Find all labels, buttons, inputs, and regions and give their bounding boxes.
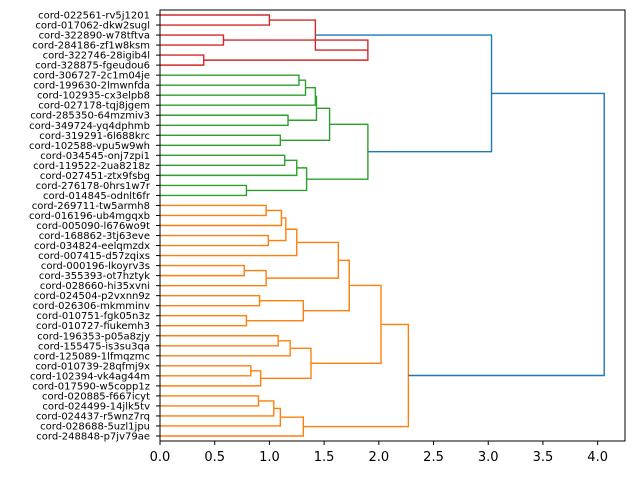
dendrogram-link-r-a [160, 14, 271, 26]
dendrogram-link-r-c [160, 54, 205, 66]
leaf-label: cord-196353-p05a8zjy [37, 331, 150, 342]
dendrogram-link-o-7 [160, 269, 267, 287]
dendrogram-link-o-2 [160, 209, 283, 227]
leaf-label: cord-014845-odnlt6fr [43, 191, 151, 202]
leaf-label: cord-024437-r5wnz7rq [36, 411, 150, 422]
x-tick-label: 1.0 [259, 450, 280, 465]
leaf-label: cord-285350-64mzmiv3 [30, 111, 150, 122]
dendrogram-link-b-top [408, 92, 605, 377]
dendrogram-link-o-16 [160, 370, 262, 387]
dendrogram-link-g-8 [160, 154, 286, 167]
leaf-label: cord-269711-tw5armh8 [32, 201, 150, 212]
dendrogram-link-g-6 [160, 134, 282, 147]
leaf-label: cord-017062-dkw2sugl [35, 21, 150, 32]
leaf-label: cord-155475-is3su3qa [38, 341, 150, 352]
leaf-label: cord-102935-cx3elpb8 [37, 91, 150, 102]
leaf-label: cord-319291-6l688krc [39, 131, 150, 142]
dendrogram-link-g-11 [246, 167, 308, 192]
dendrogram-link-g-1 [160, 74, 300, 86]
dendrogram-link-o-6 [160, 264, 245, 277]
leaf-label: cord-007415-d57zqixs [38, 251, 150, 262]
x-tick-label: 2.5 [423, 450, 444, 465]
dendrogram-link-o-20 [160, 400, 275, 417]
dendrogram-link-o-8 [266, 241, 340, 279]
x-tick-label: 4.0 [587, 450, 608, 465]
dendrogram-link-o-10 [160, 315, 248, 327]
dendrogram-link-o-15 [160, 365, 252, 377]
leaf-label: cord-010739-28qfmj9x [35, 361, 150, 372]
dendrogram-link-g-9 [160, 159, 298, 177]
dendrogram-link-o-1 [160, 204, 267, 217]
leaf-label: cord-284186-zf1w8ksm [32, 41, 150, 52]
leaf-label: cord-000196-lkoyrv3s [41, 261, 150, 272]
leaf-label: cord-016196-ub4mgqxb [29, 211, 150, 222]
leaf-label: cord-024499-14jlk5tv [42, 401, 150, 412]
leaf-label: cord-005090-l676wo9t [36, 221, 150, 232]
leaf-label: cord-010751-fgk05n3z [36, 311, 150, 322]
dendrogram-link-o-19 [160, 395, 260, 407]
dendrogram-link-o-12 [303, 259, 350, 312]
x-tick-label: 3.5 [533, 450, 554, 465]
leaf-label: cord-102588-vpu5w9wh [29, 141, 150, 152]
x-axis: 0.0 0.5 1.0 1.5 2.0 2.5 3.0 3.5 4.0 [150, 441, 608, 465]
dendrogram-link-o-22 [160, 416, 305, 437]
leaf-label: cord-034824-eelqmzdx [34, 241, 150, 252]
x-tick-label: 0.5 [204, 450, 225, 465]
dendrogram-link-o-4 [268, 217, 287, 242]
dendrogram-link-o-11 [246, 299, 305, 322]
leaf-label: cord-306727-2c1m04je [33, 71, 150, 82]
leaf-label: cord-027451-ztx9fsbg [40, 171, 150, 182]
dendrogram-link-o-9 [160, 294, 261, 307]
dendrogram-link-o-18 [310, 284, 382, 365]
leaf-label: cord-028688-5uzl1jpu [40, 421, 150, 432]
leaf-label: cord-010727-fiukemh3 [36, 321, 150, 332]
leaf-label: cord-322890-w78tftva [39, 31, 150, 42]
leaf-label: cord-024504-p2vxnn9z [34, 291, 150, 302]
leaf-label: cord-034545-onj7zpi1 [40, 151, 150, 162]
leaf-label: cord-026306-mkmminv [33, 301, 150, 312]
leaf-label: cord-199630-2lmwnfda [33, 81, 150, 92]
dendrogram-link-o-3 [160, 234, 270, 247]
leaf-label: cord-248848-p7jv79ae [36, 431, 150, 442]
leaf-label: cord-349724-yq4dphmb [29, 121, 150, 132]
dendrogram-link-g-top [306, 123, 369, 180]
dendrogram-link-o-17 [260, 347, 312, 380]
leaf-label: cord-125089-1lfmqzmc [33, 351, 150, 362]
leaf-label: cord-355393-ot7hztyk [39, 271, 150, 282]
x-tick-label: 3.0 [478, 450, 499, 465]
leaf-label: cord-028660-hi35xvni [40, 281, 150, 292]
dendrogram-link-o-top [303, 323, 410, 428]
dendrogram-link-o-21 [160, 407, 282, 427]
dendrogram-link-g-2 [160, 79, 307, 96]
dendrogram-link-o-14 [160, 340, 291, 357]
leaf-label: cord-276178-0hrs1w7r [36, 181, 151, 192]
leaf-label: cord-102394-vk4ag44m [30, 371, 150, 382]
dendrogram-link-g-7 [280, 107, 331, 142]
leaf-label: cord-168862-3tj63eve [39, 231, 150, 242]
dendrogram-link-g-4 [160, 114, 289, 126]
x-tick-label: 1.5 [314, 450, 335, 465]
dendrogram-link-g-5 [288, 95, 318, 121]
leaf-label: cord-322746-28igib4l [43, 51, 150, 62]
x-tick-label: 0.0 [150, 450, 171, 465]
dendrogram-link-g-3 [160, 86, 317, 106]
x-tick-label: 2.0 [368, 450, 389, 465]
leaf-label: cord-020885-f667icyt [42, 391, 150, 402]
dendrogram-link-b-1 [315, 34, 493, 153]
leaf-label: cord-119522-2ua8218z [33, 161, 150, 172]
leaf-label: cord-328875-fgeudou6 [35, 61, 150, 72]
leaf-label: cord-022561-rv5j1201 [38, 11, 150, 22]
leaf-label: cord-027178-tqj8jgem [38, 101, 150, 112]
dendrogram-link-o-5 [160, 228, 298, 257]
dendrogram-links [160, 14, 605, 437]
dendrogram-link-g-10 [160, 184, 248, 197]
leaf-labels: cord-022561-rv5j1201cord-017062-dkw2sugl… [29, 11, 160, 442]
dendrogram-link-r-b [160, 34, 225, 46]
dendrogram-link-o-13 [160, 335, 279, 347]
leaf-label: cord-017590-w5copp1z [32, 381, 150, 392]
